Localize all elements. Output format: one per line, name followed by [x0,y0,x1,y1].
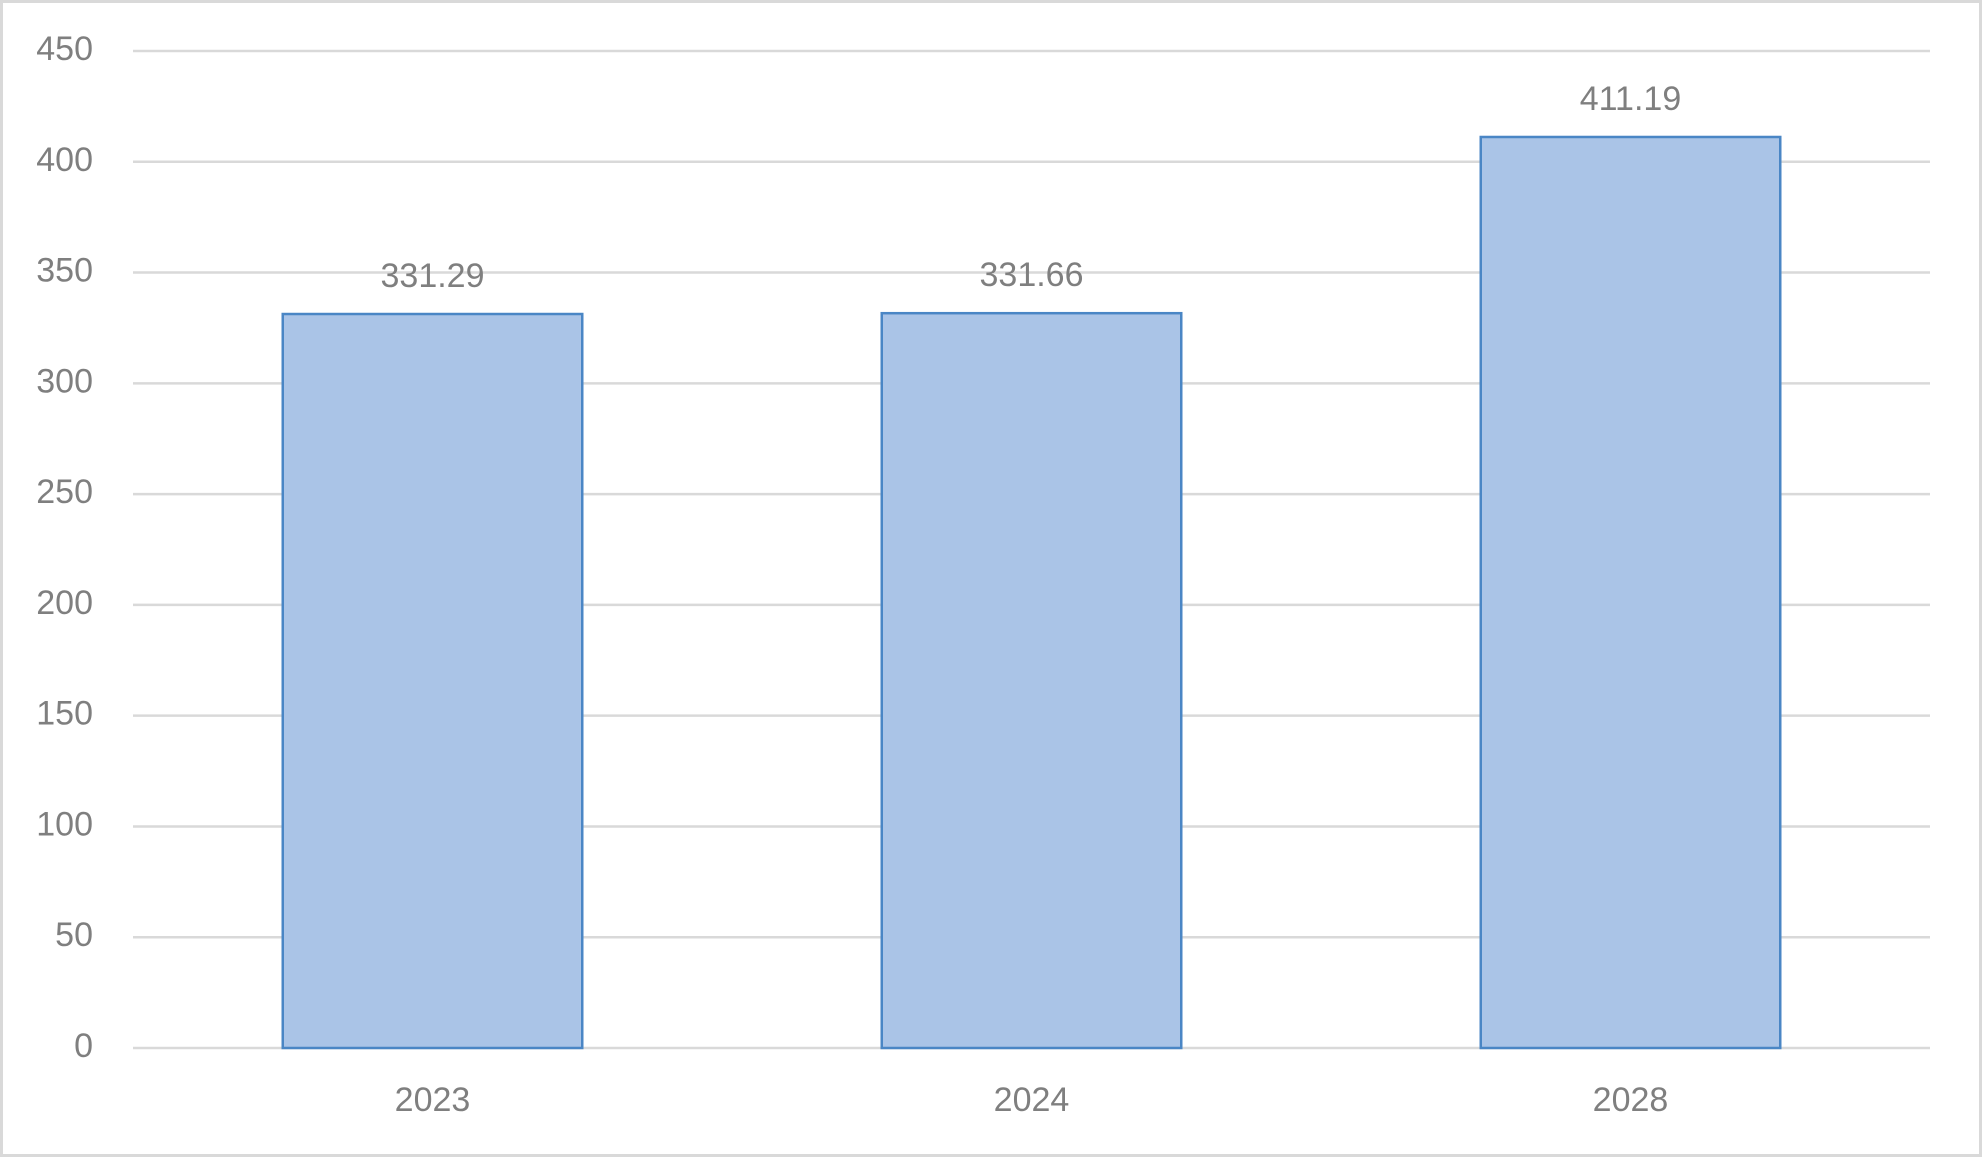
data-label: 331.66 [980,256,1084,294]
x-tick-label: 2028 [1593,1081,1669,1119]
y-tick-label: 150 [36,695,93,733]
bar [281,312,584,1050]
x-tick-label: 2024 [994,1081,1070,1119]
x-tick-label: 2023 [395,1081,471,1119]
data-label: 411.19 [1580,80,1681,118]
y-tick-label: 400 [36,141,93,179]
y-tick-label: 300 [36,362,93,400]
data-label: 331.29 [381,257,485,295]
y-tick-label: 250 [36,473,93,511]
y-tick-label: 350 [36,252,93,290]
y-tick-label: 100 [36,805,93,843]
bar [1479,135,1782,1050]
y-tick-label: 200 [36,584,93,622]
y-tick-label: 0 [74,1027,93,1065]
bar [880,311,1183,1050]
y-tick-label: 50 [55,916,93,954]
y-tick-label: 450 [36,30,93,68]
